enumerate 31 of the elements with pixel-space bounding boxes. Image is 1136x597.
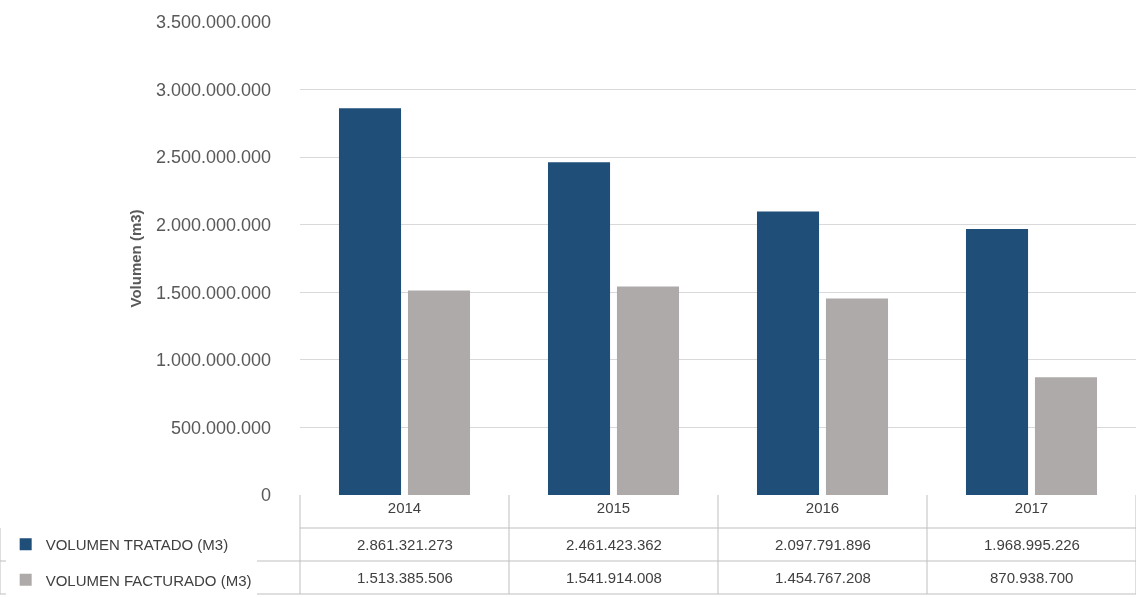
legend-label: VOLUMEN TRATADO (M3)	[45, 536, 229, 554]
y-tick-label: 2.000.000.000	[155, 215, 271, 236]
y-tick-label: 1.000.000.000	[155, 350, 271, 371]
data-label: 1.968.995.226	[984, 536, 1080, 553]
data-label: 1.513.385.506	[357, 569, 453, 586]
bar	[756, 211, 820, 495]
bar	[1034, 377, 1098, 495]
y-tick-label: 3.000.000.000	[155, 79, 271, 100]
y-tick-label: 3.500.000.000	[155, 12, 271, 33]
bar	[825, 298, 889, 495]
y-tick-label: 0	[260, 485, 271, 506]
y-tick-label: 2.500.000.000	[155, 147, 271, 168]
legend-label: VOLUMEN FACTURADO (M3)	[45, 571, 252, 589]
bar	[616, 286, 680, 495]
bar	[338, 108, 402, 495]
bar	[407, 290, 471, 495]
data-label: 1.454.767.208	[775, 569, 871, 586]
bar	[965, 228, 1029, 495]
bar	[547, 162, 611, 495]
data-label: 2.461.423.362	[566, 536, 662, 553]
data-label: 2.097.791.896	[775, 536, 871, 553]
x-tick-label: 2015	[596, 499, 631, 516]
y-tick-label: 1.500.000.000	[155, 282, 271, 303]
data-label: 1.541.914.008	[566, 569, 662, 586]
x-tick-label: 2017	[1014, 499, 1049, 516]
data-label: 2.861.321.273	[357, 536, 453, 553]
x-tick-label: 2016	[805, 499, 840, 516]
data-label: 870.938.700	[990, 569, 1074, 586]
y-axis-title: Volumen (m3)	[126, 209, 144, 308]
x-tick-label: 2014	[387, 499, 422, 516]
y-tick-label: 500.000.000	[170, 417, 271, 438]
